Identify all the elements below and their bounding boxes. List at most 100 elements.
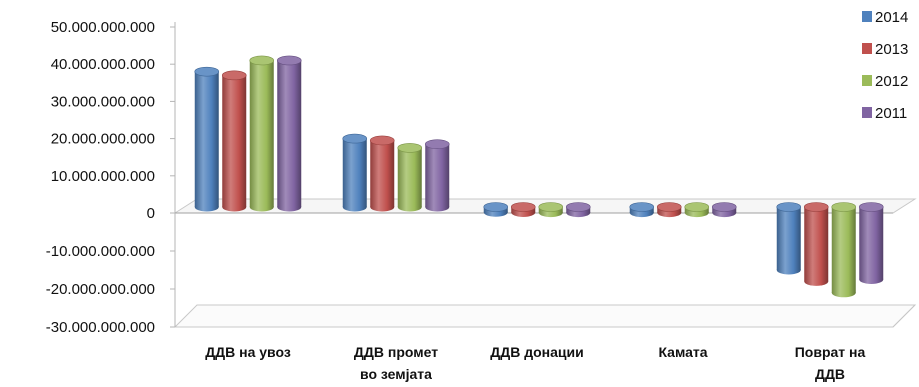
bar <box>538 202 564 218</box>
bar <box>858 202 884 284</box>
bar-body <box>397 147 422 207</box>
bar-bottom-cap <box>397 202 422 212</box>
bar-bottom-cap <box>194 202 219 212</box>
bar-body <box>776 207 801 270</box>
bar-body <box>831 207 856 293</box>
bar-bottom-cap <box>249 202 274 212</box>
bar <box>424 139 450 212</box>
x-tick-label-line: ДДВ на увоз <box>205 344 291 360</box>
y-tick-label: 10.000.000.000 <box>51 168 155 185</box>
bar <box>629 202 655 218</box>
bar-top-cap <box>831 202 857 212</box>
bar-top-cap <box>369 135 395 146</box>
bar <box>565 202 591 218</box>
y-tick-label: -20.000.000.000 <box>46 281 155 298</box>
bar <box>510 202 536 217</box>
x-tick-label-line: ДДВ промет <box>354 344 438 360</box>
bar <box>711 202 737 218</box>
series-2014 <box>194 66 802 275</box>
bar <box>483 202 509 217</box>
y-axis: 50.000.000.000 40.000.000.000 30.000.000.0… <box>46 19 176 336</box>
x-tick-label: ДДВ промет во земјата <box>354 344 438 382</box>
bar-top-cap <box>483 202 509 212</box>
bar-top-cap <box>424 139 450 149</box>
bar <box>776 202 802 275</box>
bar-bottom-cap <box>425 202 450 212</box>
bar-bottom-cap <box>804 276 829 286</box>
y-tick-label: 30.000.000.000 <box>51 93 155 110</box>
bar <box>803 202 829 286</box>
bar <box>831 202 857 298</box>
bar-top-cap <box>249 55 275 66</box>
x-tick-label-line: Камата <box>658 344 707 360</box>
y-tick-label: 40.000.000.000 <box>51 56 155 73</box>
bar <box>342 133 368 212</box>
bar <box>684 202 710 218</box>
legend-label: 2014 <box>875 9 908 26</box>
y-tick-label: -30.000.000.000 <box>46 319 155 336</box>
bar-bottom-cap <box>370 202 395 212</box>
x-tick-label: ДДВ донации <box>490 344 583 360</box>
legend-item: 2012 <box>862 73 908 90</box>
legend-label: 2013 <box>875 41 908 58</box>
x-tick-label-line: ДДВ <box>815 366 845 382</box>
y-tick-label: 20.000.000.000 <box>51 131 155 148</box>
bar <box>656 202 682 218</box>
bar <box>397 143 423 212</box>
legend-swatch <box>862 43 872 54</box>
legend-swatch <box>862 107 872 118</box>
series-2012 <box>249 55 857 298</box>
bar-top-cap <box>803 202 829 212</box>
bar <box>194 66 220 212</box>
x-tick-label-line: Поврат на <box>795 344 866 360</box>
bar-top-cap <box>711 202 737 212</box>
series-2013 <box>221 70 829 286</box>
bar-body <box>222 75 247 207</box>
bar-top-cap <box>276 55 302 66</box>
x-tick-label: Поврат на ДДВ <box>795 344 866 382</box>
bar-top-cap <box>538 202 564 212</box>
legend-label: 2012 <box>875 73 908 90</box>
bar-top-cap <box>629 202 655 212</box>
bar-top-cap <box>342 133 368 144</box>
bar-bottom-cap <box>277 202 302 212</box>
legend-item: 2011 <box>862 105 907 122</box>
bar-top-cap <box>684 202 710 212</box>
bar-bottom-cap <box>776 265 801 275</box>
bar-top-cap <box>656 202 682 212</box>
x-tick-label-line: ДДВ донации <box>490 344 583 360</box>
bar-top-cap <box>397 143 423 153</box>
bar-body <box>425 144 450 207</box>
bottom-plane <box>173 304 917 328</box>
bar-top-cap <box>776 202 802 212</box>
x-tick-label-line: во земјата <box>360 366 432 382</box>
y-tick-label: 50.000.000.000 <box>51 19 155 36</box>
bar-top-cap <box>565 202 591 212</box>
series-2011 <box>276 55 884 284</box>
bar-top-cap <box>510 202 536 212</box>
bar-body <box>249 60 274 208</box>
x-tick-label: Камата <box>658 344 707 360</box>
bar-top-cap <box>858 202 884 212</box>
bar-body <box>859 207 884 280</box>
bar-bottom-cap <box>222 202 247 212</box>
bar-body <box>342 138 367 207</box>
bar-body <box>370 140 395 207</box>
bar-body <box>277 60 302 208</box>
legend: 2014 2013 2012 2011 <box>862 9 908 122</box>
legend-swatch <box>862 11 872 22</box>
legend-swatch <box>862 75 872 86</box>
bar-body <box>194 71 219 207</box>
x-axis-labels: ДДВ на увоз ДДВ промет во земјата ДДВ донац… <box>205 344 865 382</box>
legend-item: 2013 <box>862 41 908 58</box>
legend-item: 2014 <box>862 9 908 26</box>
bar-top-cap <box>221 70 247 81</box>
bar-bottom-cap <box>831 288 856 298</box>
bar-bottom-cap <box>342 202 367 212</box>
bar <box>276 55 302 212</box>
bar <box>221 70 247 212</box>
bar <box>249 55 275 212</box>
bars-group <box>194 55 884 298</box>
